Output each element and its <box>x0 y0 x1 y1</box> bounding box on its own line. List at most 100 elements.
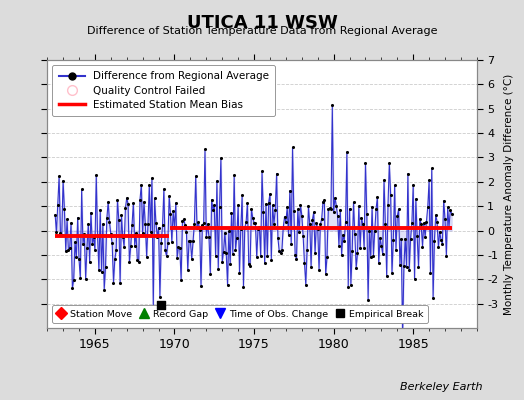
Point <box>254 226 262 232</box>
Point <box>377 242 386 249</box>
Point <box>352 264 361 271</box>
Point <box>315 266 323 273</box>
Point <box>340 238 348 244</box>
Point <box>438 241 446 247</box>
Point <box>149 305 157 312</box>
Point <box>400 263 408 269</box>
Point <box>418 243 427 250</box>
Point <box>96 206 104 213</box>
Point <box>136 196 144 203</box>
Point <box>221 230 229 236</box>
Point <box>401 235 409 242</box>
Point <box>203 221 212 227</box>
Point <box>103 215 111 222</box>
Point <box>168 239 176 245</box>
Point <box>79 240 87 247</box>
Point <box>310 209 318 216</box>
Point <box>364 297 372 303</box>
Point <box>271 206 279 213</box>
Point <box>217 155 225 161</box>
Point <box>152 219 160 226</box>
Point <box>275 248 283 254</box>
Legend: Station Move, Record Gap, Time of Obs. Change, Empirical Break: Station Move, Record Gap, Time of Obs. C… <box>52 305 428 323</box>
Point <box>341 219 350 225</box>
Point <box>70 277 78 283</box>
Point <box>85 258 94 265</box>
Point <box>300 260 309 266</box>
Point <box>423 203 432 210</box>
Point <box>117 212 126 218</box>
Point <box>201 146 209 153</box>
Point <box>282 218 290 225</box>
Point <box>92 172 101 178</box>
Point <box>83 244 91 251</box>
Point <box>158 222 167 228</box>
Point <box>183 267 192 273</box>
Point <box>259 209 268 216</box>
Point <box>350 199 358 205</box>
Point <box>177 277 185 283</box>
Point <box>132 230 140 236</box>
Point <box>442 252 451 259</box>
Point <box>227 209 236 216</box>
Point <box>230 172 238 178</box>
Point <box>420 220 428 226</box>
Point <box>293 206 302 212</box>
Point <box>348 248 356 254</box>
Point <box>163 240 172 246</box>
Point <box>206 270 214 277</box>
Point <box>123 195 131 201</box>
Point <box>392 247 400 253</box>
Point <box>189 238 197 244</box>
Point <box>351 230 359 237</box>
Point <box>311 250 319 256</box>
Text: UTICA 11 WSW: UTICA 11 WSW <box>187 14 337 32</box>
Point <box>76 275 84 282</box>
Point <box>278 247 286 254</box>
Point <box>372 206 380 212</box>
Point <box>160 186 168 192</box>
Point <box>233 234 241 241</box>
Point <box>125 259 134 266</box>
Point <box>53 202 62 208</box>
Point <box>437 237 445 243</box>
Point <box>421 234 429 240</box>
Point <box>389 236 398 243</box>
Point <box>276 250 285 257</box>
Point <box>279 224 287 231</box>
Point <box>375 260 383 266</box>
Point <box>173 255 181 261</box>
Point <box>333 213 342 219</box>
Point <box>403 170 412 177</box>
Point <box>162 253 171 259</box>
Point <box>316 221 324 228</box>
Point <box>383 272 391 279</box>
Point <box>416 216 424 222</box>
Point <box>242 219 250 226</box>
Point <box>243 200 252 206</box>
Point <box>211 253 220 260</box>
Point <box>231 247 239 253</box>
Point <box>157 240 166 246</box>
Point <box>413 233 421 240</box>
Point <box>258 168 266 175</box>
Point <box>373 194 381 200</box>
Point <box>144 221 152 228</box>
Point <box>435 229 444 235</box>
Point <box>176 245 184 252</box>
Point <box>335 243 343 249</box>
Point <box>428 165 436 172</box>
Point <box>191 173 200 179</box>
Point <box>198 222 206 228</box>
Point <box>155 224 163 231</box>
Point <box>112 247 121 254</box>
Point <box>307 264 315 270</box>
Point <box>328 102 336 109</box>
Point <box>146 228 155 235</box>
Point <box>355 203 363 209</box>
Point <box>337 252 346 258</box>
Point <box>133 257 141 264</box>
Point <box>378 251 387 258</box>
Point <box>215 204 224 210</box>
Point <box>194 219 203 226</box>
